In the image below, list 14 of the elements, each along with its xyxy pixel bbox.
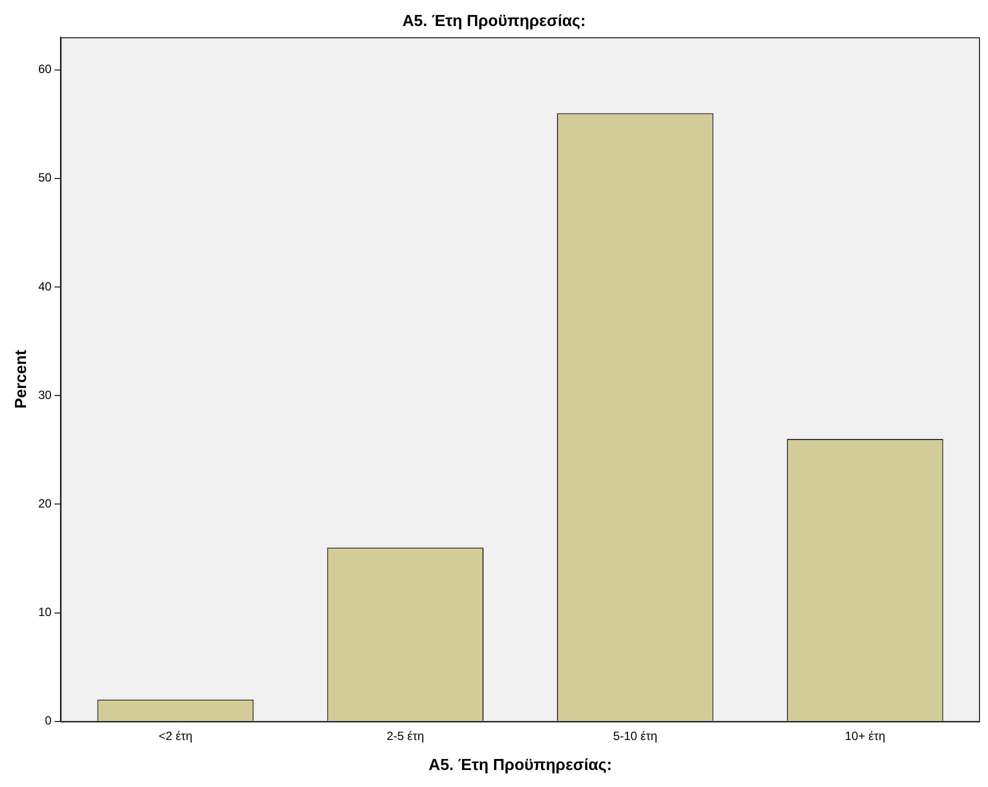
y-tick-label: 40 (38, 279, 52, 294)
x-tick-label: 5-10 έτη (613, 728, 658, 743)
y-tick-label: 20 (38, 496, 52, 511)
y-axis-title: Percent (13, 349, 30, 409)
y-tick-label: 10 (38, 605, 52, 620)
y-tick-label: 30 (38, 388, 52, 402)
chart-title: A5. Έτη Προϋπηρεσίας: (402, 13, 586, 30)
y-tick-label: 60 (38, 62, 52, 76)
x-tick-label: 10+ έτη (844, 728, 886, 743)
x-tick-label: <2 έτη (158, 728, 192, 743)
y-tick-label: 0 (44, 714, 52, 728)
x-tick-label: 2-5 έτη (386, 728, 424, 743)
y-tick-label: 50 (38, 170, 52, 185)
x-axis-title: A5. Έτη Προϋπηρεσίας: (428, 756, 612, 774)
